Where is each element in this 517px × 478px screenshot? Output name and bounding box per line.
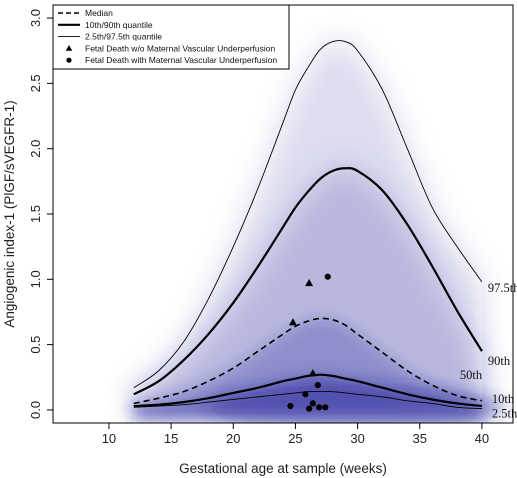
legend-box <box>52 4 290 70</box>
y-tick-label: 2.0 <box>28 140 43 158</box>
y-tick-label: 2.5 <box>28 74 43 92</box>
x-tick-label: 35 <box>413 431 427 446</box>
y-tick-label: 1.5 <box>28 205 43 223</box>
x-tick-label: 15 <box>164 431 178 446</box>
circle-point <box>287 402 294 410</box>
x-tick-label: 20 <box>226 431 240 446</box>
triangle-point <box>308 369 317 377</box>
y-tick-label: 3.0 <box>28 9 43 27</box>
circle-point <box>309 400 316 407</box>
y-axis: 0.0 0.5 1.0 1.5 2.0 2.5 3.0 <box>28 9 53 419</box>
x-tick-label: 40 <box>475 431 489 446</box>
legend-label: Median <box>85 8 113 18</box>
curve-label-50th: 50th <box>460 368 483 382</box>
x-axis-label: Gestational age at sample (weeks) <box>179 461 387 476</box>
circle-point <box>306 405 313 412</box>
legend-item: Fetal Death w/o Maternal Vascular Underp… <box>65 43 276 53</box>
legend-label: Fetal Death with Maternal Vascular Under… <box>85 55 277 65</box>
legend-item: 2.5th/97.5th quantile <box>58 32 162 42</box>
density-mid <box>133 168 482 410</box>
density-cloud <box>133 41 508 423</box>
y-tick-label: 0.5 <box>28 336 43 354</box>
x-tick-label: 25 <box>288 431 302 446</box>
curve-label-10th: 10th <box>492 392 515 406</box>
legend-triangle-icon <box>65 45 73 51</box>
curve-label-90th: 90th <box>488 354 511 368</box>
x-tick-label: 10 <box>102 431 116 446</box>
y-tick-label: 1.0 <box>28 270 43 288</box>
y-tick-label: 0.0 <box>28 401 43 419</box>
curve-label-97-5th: 97.5th <box>488 281 517 295</box>
legend-label: 2.5th/97.5th quantile <box>85 32 162 42</box>
circle-point <box>314 382 321 389</box>
legend-item: Fetal Death with Maternal Vascular Under… <box>66 55 277 65</box>
curve-97-5th <box>133 40 483 389</box>
curve-90th <box>133 167 483 396</box>
y-axis-label: Angiogenic index-1 (PlGF/sVEGFR-1) <box>2 100 17 327</box>
x-axis: 10 15 20 25 30 35 40 <box>102 423 489 446</box>
triangle-point <box>288 318 297 326</box>
curve-label-2-5th: 2.5th <box>492 407 517 421</box>
circle-point <box>322 404 329 411</box>
triangle-point <box>305 279 314 287</box>
curve-2-5th <box>133 391 482 410</box>
circle-point <box>302 391 309 398</box>
legend: Median 10th/90th quantile 2.5th/97.5th qua… <box>52 4 290 70</box>
curve-50th <box>133 317 483 405</box>
legend-item: Median <box>58 8 113 18</box>
x-tick-label: 30 <box>350 431 364 446</box>
fetal-death-points <box>287 273 331 412</box>
circle-point <box>315 404 323 411</box>
circle-point <box>324 273 331 280</box>
legend-label: Fetal Death w/o Maternal Vascular Underp… <box>85 43 276 53</box>
legend-label: 10th/90th quantile <box>85 20 153 30</box>
density-base <box>207 383 508 423</box>
legend-item: 10th/90th quantile <box>58 20 153 30</box>
legend-circle-icon <box>66 57 72 63</box>
